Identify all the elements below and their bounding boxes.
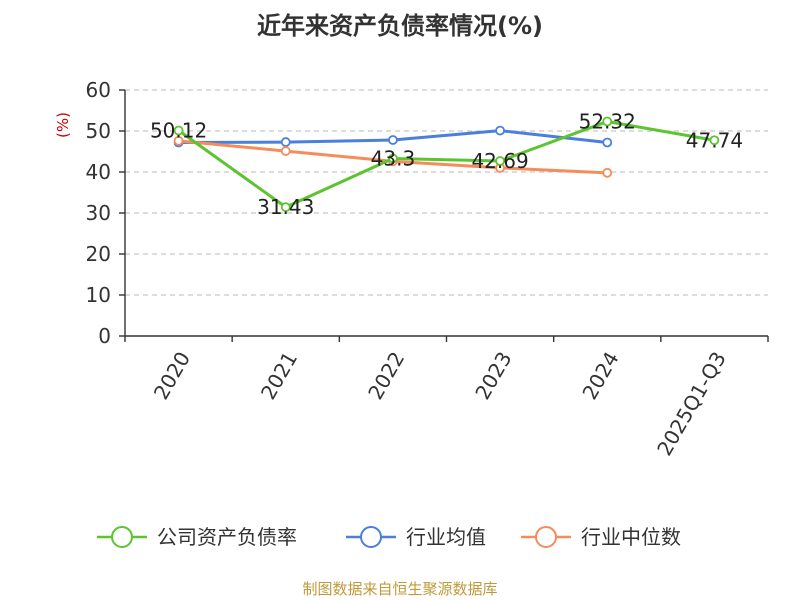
chart-title: 近年来资产负债率情况(%) [257,12,543,40]
x-tick-label: 2024 [577,348,623,404]
series-layer [173,116,720,213]
series-line [177,119,715,209]
data-point [280,202,291,213]
legend: 公司资产负债率 行业均值 行业中位数 [97,525,681,549]
x-tick-label: 2021 [256,348,302,404]
data-point [388,153,398,164]
source-note: 制图数据来自恒生聚源数据库 [302,580,497,598]
y-tick-label: 0 [98,324,111,348]
y-tick-label: 10 [86,283,111,307]
data-point [602,116,613,127]
legend-label: 行业均值 [406,525,486,549]
data-labels: 50.12 31.43 43.3 42.69 52.32 47.74 [150,109,743,219]
legend-label: 行业中位数 [581,525,681,549]
data-point [709,135,720,146]
data-label: 43.3 [371,146,416,170]
x-tick-label: 2020 [149,348,195,404]
y-tick-label: 50 [86,119,111,143]
data-point [495,125,505,136]
data-label: 31.43 [257,195,314,219]
data-point [495,156,505,166]
y-tick-labels: 0 10 20 30 40 50 60 [86,78,111,348]
data-label: 47.74 [686,128,743,152]
axes [119,89,769,342]
data-label: 52.32 [579,109,636,133]
x-tick-label: 2025Q1-Q3 [652,348,731,460]
y-tick-label: 30 [86,201,111,225]
y-axis-label: (%) [54,112,72,138]
data-point [280,137,291,147]
legend-marker [111,526,133,548]
gridlines [125,89,768,296]
y-tick-label: 40 [86,160,111,184]
data-point [602,167,613,178]
legend-label: 公司资产负债率 [157,525,297,549]
data-label: 42.69 [471,149,528,173]
data-point [173,135,184,146]
data-point [173,125,184,136]
data-label: 50.12 [150,119,207,143]
x-tick-label: 2022 [363,348,409,404]
x-tick-labels: 2020 2021 2022 2023 2024 2025Q1-Q3 [149,348,731,460]
y-tick-label: 60 [86,78,111,102]
y-tick-label: 20 [86,242,111,266]
legend-marker [360,526,382,548]
data-point [602,137,613,148]
data-point [280,146,291,156]
x-tick-label: 2023 [470,348,516,404]
legend-marker [535,526,557,548]
data-point [388,135,398,145]
